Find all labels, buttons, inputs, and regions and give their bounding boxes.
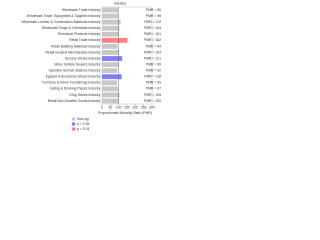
y-tick-label: Drug Stores Industry [69,93,100,97]
y-tick-label: Wholesale Drugs & Chemicals Industry [42,26,101,30]
x-tick-label: 150 [124,105,130,109]
legend-label: Non-sig [77,117,89,121]
value-label: PMR = 118 [144,75,161,79]
bar [102,19,121,25]
y-tick-label: Wholesale Lumber & Construction Material… [21,20,100,24]
bar [102,50,120,55]
value-label: PMR = 90 [146,81,161,85]
y-tick-label: Motor Vehicle Dealers Industry [54,62,100,66]
bar [102,98,119,104]
value-label: PMR = 105 [144,93,161,97]
bar [102,92,120,98]
y-tick-label: Wholesale Trade: Equipment & Supplies In… [27,14,101,18]
y-tick-label: Retail Trade Industry [69,38,101,42]
x-tick-label: 250 [141,105,147,109]
legend-swatch [72,122,76,126]
bar [102,7,118,13]
x-tick-label: 50 [108,105,112,109]
y-tick-label: Eating & Drinking Places Industry [50,87,101,91]
chart-title: Industry [114,1,126,5]
y-tick-label: Retail Non-Durable Goods Industry [48,99,101,103]
bar [102,80,117,86]
bar [102,86,119,92]
y-tick-label: Apparel & Accessory Stores Industry [45,75,100,79]
bar [102,43,118,49]
y-tick-label: Retail General Merchandise Industry [45,50,100,54]
value-label: PMR = 121 [144,56,161,60]
value-label: PMR = 103 [144,50,161,54]
x-tick-label: 0 [101,105,103,109]
y-tick-label: Gasoline Service Stations Industry [49,69,101,73]
bar [102,37,128,43]
value-label: PMR = 100 [144,99,161,103]
y-tick-label: Grocery Stores Industry [65,56,101,60]
bar [102,74,122,80]
chart: Industry Proportionate Mortality Ratio (… [21,1,161,131]
value-label: PMR = 112 [144,20,161,24]
value-label: PMR = 96 [146,8,161,12]
bar [102,68,118,74]
bar [102,13,119,19]
value-label: PMR = 152 [144,38,161,42]
bar [102,56,123,61]
legend-label: p < 0.05 [77,122,89,126]
value-label: PMR = 101 [144,32,161,36]
value-label: PMR = 99 [146,62,161,66]
legend-swatch [72,117,76,121]
x-tick-label: 200 [132,105,138,109]
x-axis-label: Proportionate Mortality Ratio (PMR) [98,111,152,115]
y-tick-label: Furniture & Home Furnishings Industry [42,81,101,85]
value-label: PMR = 92 [146,69,161,73]
bar [102,62,119,68]
x-tick-label: 100 [116,105,122,109]
x-tick-label: 300 [149,105,155,109]
value-label: PMR = 97 [146,87,161,91]
y-tick-label: Wholesale Trade Industry [62,8,101,12]
y-tick-label: Retail Building Materials Industry [51,44,101,48]
bar [102,31,119,37]
value-label: PMR = 98 [146,14,161,18]
value-label: PMR = 94 [146,44,161,48]
bar [102,25,120,31]
y-tick-label: Petroleum Products Industry [58,32,101,36]
legend-label: p < 0.01 [77,127,89,131]
legend-swatch [72,127,76,131]
value-label: PMR = 104 [144,26,161,30]
